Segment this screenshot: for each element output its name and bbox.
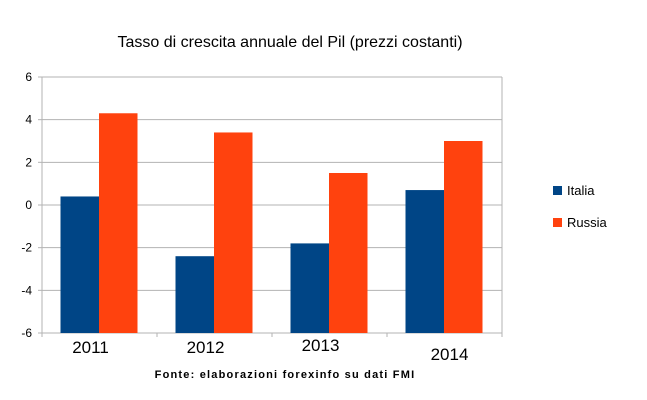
bar-italia-2014 (405, 190, 444, 333)
y-tick-label: 0 (25, 198, 32, 212)
chart-title: Tasso di crescita annuale del Pil (prezz… (117, 34, 462, 51)
y-axis-ticks: 6 4 2 0 -2 -4 -6 (21, 70, 32, 340)
x-category-label: 2014 (431, 345, 469, 364)
x-category-label: 2013 (302, 336, 340, 355)
x-category-label: 2011 (72, 338, 109, 357)
y-tick-label: -2 (21, 241, 32, 255)
y-tick-label: 6 (25, 70, 32, 84)
bar-russia-2013 (329, 173, 368, 333)
y-tick-label: -4 (21, 283, 32, 297)
bar-russia-2014 (444, 141, 483, 333)
bar-russia-2011 (99, 113, 138, 334)
legend-swatch-russia (553, 218, 562, 227)
legend: Italia Russia (553, 183, 608, 230)
bar-italia-2013 (290, 243, 329, 333)
y-tick-label: 4 (25, 113, 32, 127)
bar-italia-2012 (175, 256, 214, 333)
bar-italia-2011 (60, 196, 99, 333)
legend-swatch-italia (553, 186, 562, 195)
source-note: Fonte: elaborazioni forexinfo su dati FM… (155, 369, 416, 381)
bar-russia-2012 (214, 132, 253, 333)
y-tick-label: -6 (21, 326, 32, 340)
bars (60, 113, 483, 334)
y-tick-label: 2 (25, 155, 32, 169)
legend-label-italia: Italia (567, 183, 595, 198)
x-category-label: 2012 (187, 338, 225, 357)
x-axis-categories: 2011 2012 2013 2014 (72, 336, 468, 364)
legend-label-russia: Russia (567, 215, 608, 230)
